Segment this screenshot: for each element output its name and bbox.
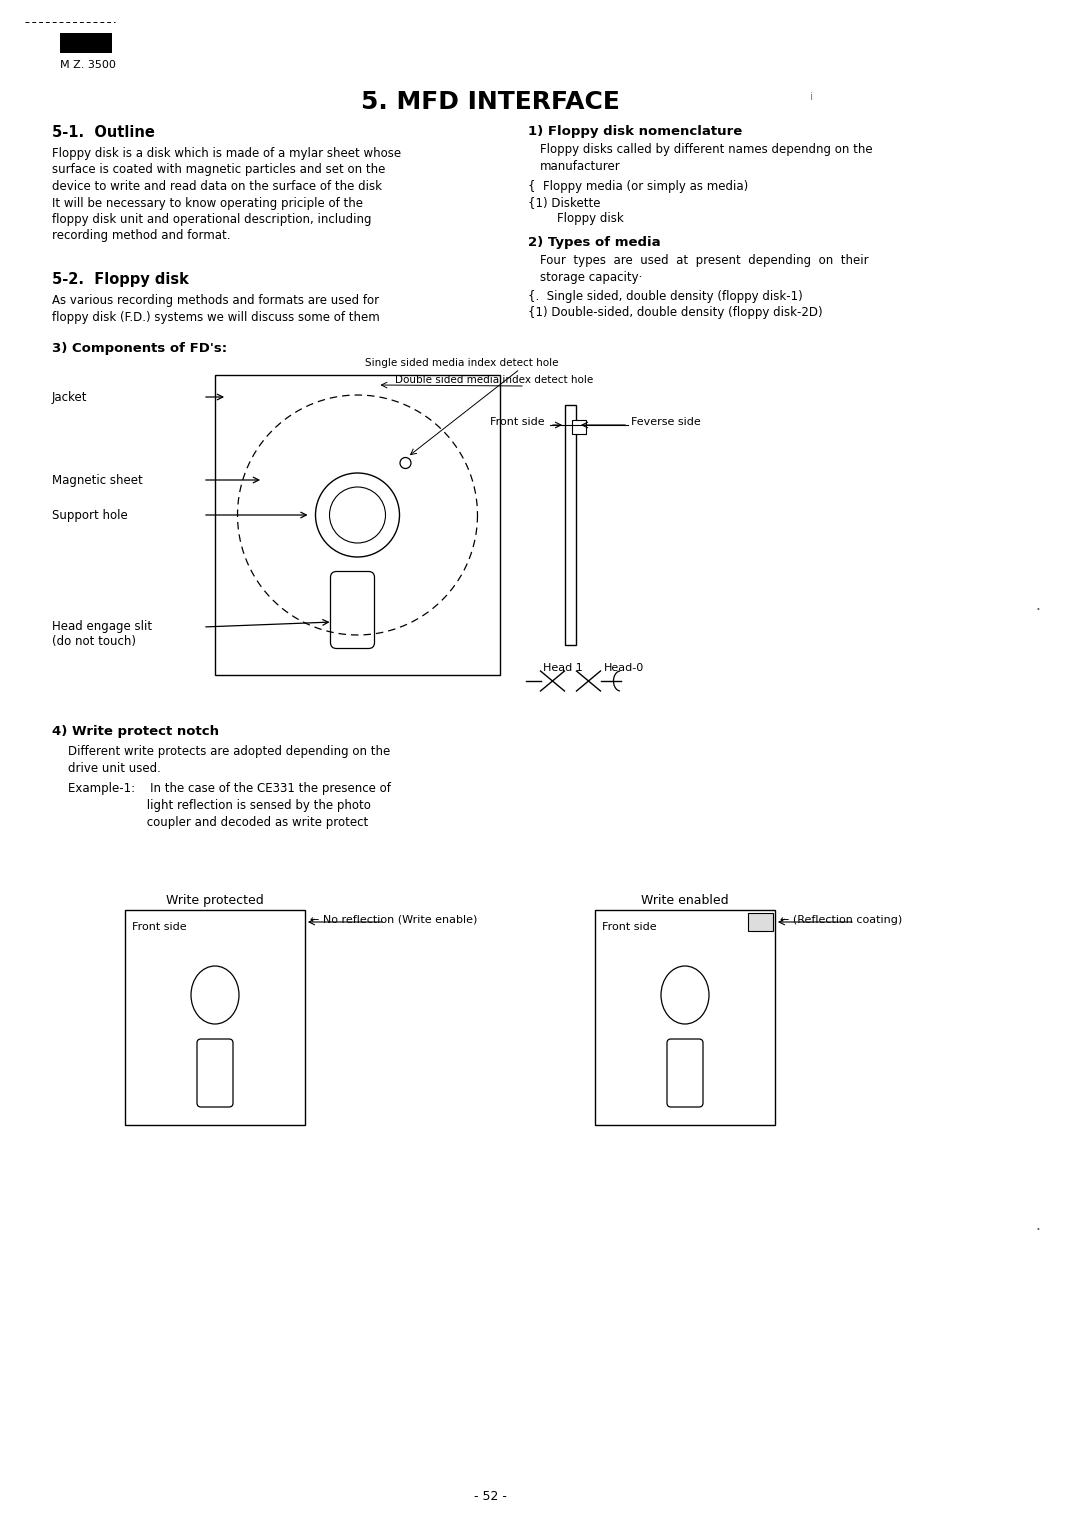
Text: {1) Double-sided, double density (floppy disk-2D): {1) Double-sided, double density (floppy…: [528, 307, 823, 319]
Text: Write protected: Write protected: [166, 894, 264, 907]
Bar: [125, 910, 305, 1125]
Text: Front side: Front side: [602, 923, 657, 932]
Text: Floppy disk is a disk which is made of a mylar sheet whose: Floppy disk is a disk which is made of a…: [52, 146, 401, 160]
Text: .: .: [1035, 598, 1040, 613]
Bar: [215, 375, 500, 676]
FancyBboxPatch shape: [197, 1039, 233, 1107]
Text: 5-1.  Outline: 5-1. Outline: [52, 125, 154, 140]
Ellipse shape: [400, 458, 411, 468]
Bar: [595, 910, 775, 1125]
Text: Head-0: Head-0: [604, 663, 645, 673]
Bar: [60, 34, 112, 53]
FancyBboxPatch shape: [667, 1039, 703, 1107]
Text: Write enabled: Write enabled: [642, 894, 729, 907]
Text: device to write and read data on the surface of the disk: device to write and read data on the sur…: [52, 180, 382, 194]
Text: Single sided media index detect hole: Single sided media index detect hole: [365, 358, 558, 368]
Text: manufacturer: manufacturer: [540, 160, 621, 172]
Text: It will be necessary to know operating priciple of the: It will be necessary to know operating p…: [52, 197, 363, 209]
Ellipse shape: [315, 473, 400, 557]
Text: Front side: Front side: [132, 923, 187, 932]
Text: surface is coated with magnetic particles and set on the: surface is coated with magnetic particle…: [52, 163, 386, 177]
Bar: [748, 913, 773, 930]
Text: floppy disk unit and operational description, including: floppy disk unit and operational descrip…: [52, 214, 372, 226]
Text: recording method and format.: recording method and format.: [52, 229, 230, 242]
Text: drive unit used.: drive unit used.: [68, 762, 161, 775]
Text: floppy disk (F.D.) systems we will discuss some of them: floppy disk (F.D.) systems we will discu…: [52, 311, 380, 323]
Text: 5-2.  Floppy disk: 5-2. Floppy disk: [52, 271, 189, 287]
Text: .: .: [1035, 1218, 1040, 1234]
Text: {.  Single sided, double density (floppy disk-1): {. Single sided, double density (floppy …: [528, 290, 802, 303]
Text: Floppy disk: Floppy disk: [542, 212, 624, 226]
Text: 4) Write protect notch: 4) Write protect notch: [52, 724, 219, 738]
Text: Head 1: Head 1: [543, 663, 583, 673]
Text: - 52 -: - 52 -: [473, 1490, 507, 1504]
Text: (do not touch): (do not touch): [52, 634, 136, 648]
Text: Jacket: Jacket: [52, 390, 87, 404]
Text: Floppy disks called by different names dependng on the: Floppy disks called by different names d…: [540, 143, 873, 156]
Text: Front side: Front side: [490, 416, 544, 427]
Text: 5. MFD INTERFACE: 5. MFD INTERFACE: [361, 90, 620, 114]
Text: storage capacity·: storage capacity·: [540, 270, 643, 284]
Text: {1) Diskette: {1) Diskette: [528, 197, 600, 209]
Ellipse shape: [661, 965, 708, 1023]
Text: 3) Components of FD's:: 3) Components of FD's:: [52, 342, 227, 355]
Text: Magnetic sheet: Magnetic sheet: [52, 474, 143, 486]
Text: ← No reflection (Write enable): ← No reflection (Write enable): [310, 915, 477, 926]
Text: {  Floppy media (or simply as media): { Floppy media (or simply as media): [528, 180, 748, 194]
Text: M Z. 3500: M Z. 3500: [60, 59, 116, 70]
Text: As various recording methods and formats are used for: As various recording methods and formats…: [52, 294, 379, 307]
Text: i: i: [810, 92, 813, 102]
Text: Head engage slit: Head engage slit: [52, 621, 152, 633]
FancyBboxPatch shape: [330, 572, 375, 648]
Bar: [572, 419, 586, 435]
Text: Support hole: Support hole: [52, 509, 127, 522]
Ellipse shape: [191, 965, 239, 1023]
Text: 1) Floppy disk nomenclature: 1) Floppy disk nomenclature: [528, 125, 742, 137]
Ellipse shape: [329, 486, 386, 543]
Text: Example-1:    In the case of the CE331 the presence of: Example-1: In the case of the CE331 the …: [68, 782, 391, 795]
Text: 2) Types of media: 2) Types of media: [528, 236, 661, 249]
Text: light reflection is sensed by the photo: light reflection is sensed by the photo: [68, 799, 370, 811]
Text: ← (Reflection coating): ← (Reflection coating): [780, 915, 902, 926]
Text: Feverse side: Feverse side: [631, 416, 701, 427]
Text: coupler and decoded as write protect: coupler and decoded as write protect: [68, 816, 368, 830]
Text: Double sided media index detect hole: Double sided media index detect hole: [395, 375, 593, 384]
Bar: [565, 406, 576, 645]
Text: Four  types  are  used  at  present  depending  on  their: Four types are used at present depending…: [540, 255, 868, 267]
Text: Different write protects are adopted depending on the: Different write protects are adopted dep…: [68, 746, 390, 758]
